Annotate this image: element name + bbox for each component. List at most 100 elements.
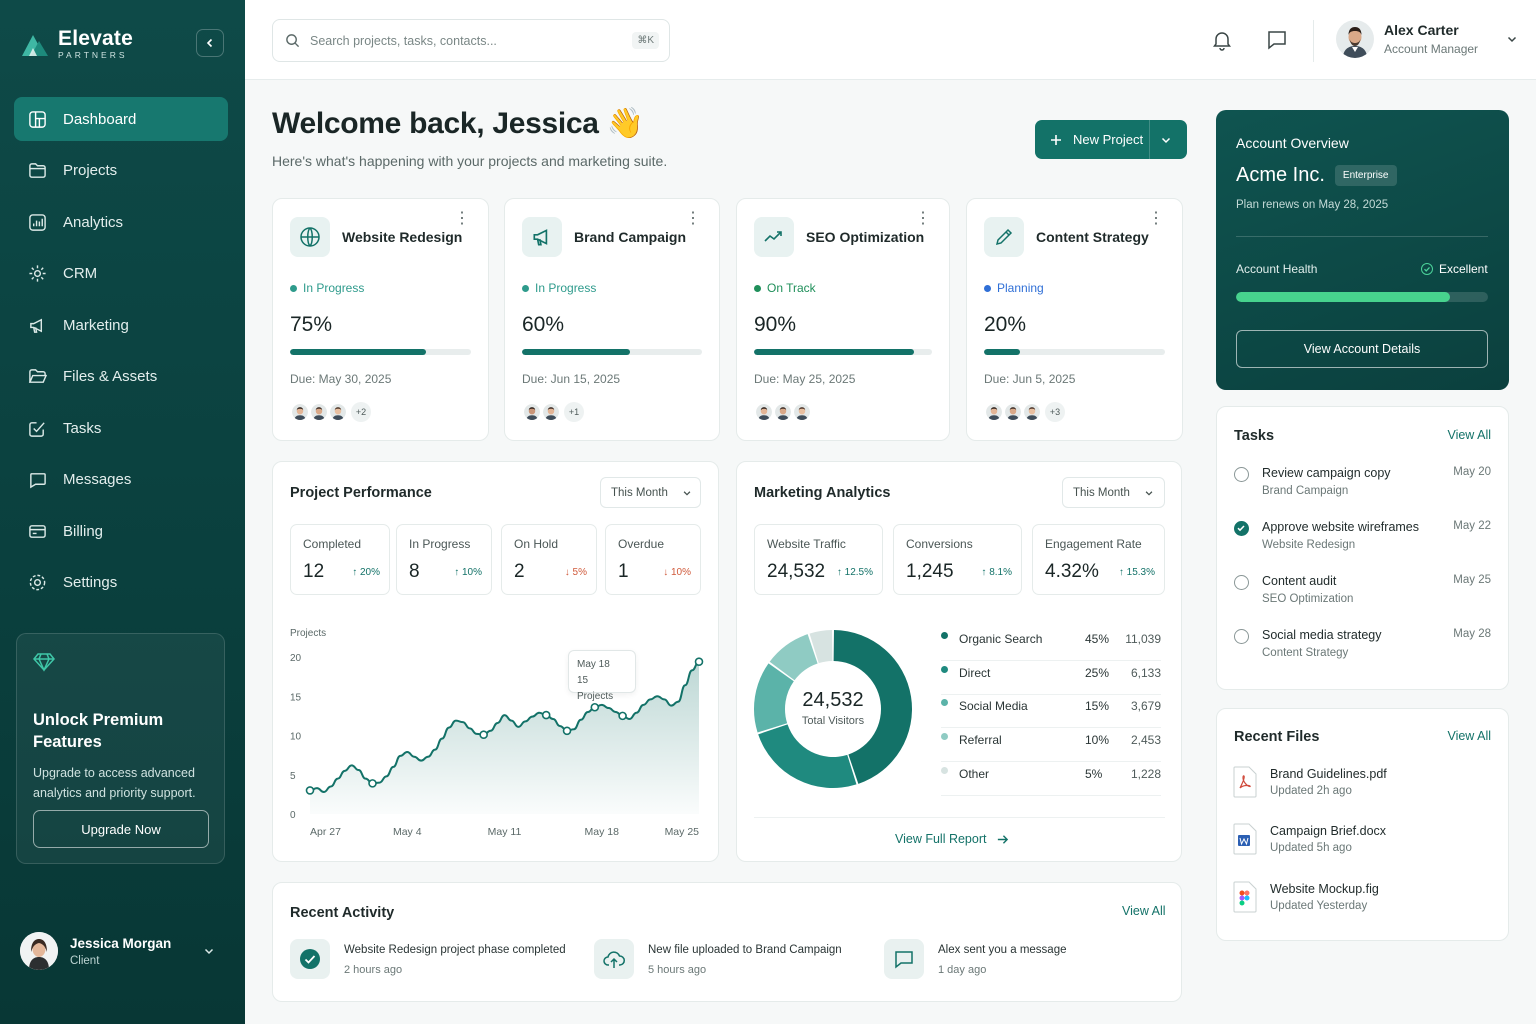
sidebar-item-label: Billing <box>63 522 104 540</box>
arrow-right-icon <box>998 834 1009 844</box>
page-title: Welcome back, Jessica 👋 <box>272 107 644 140</box>
more-options-icon[interactable]: ⋮ <box>685 210 701 227</box>
stat-delta: ↑ 20% <box>352 567 380 578</box>
cloud-upload-icon <box>594 939 634 979</box>
link-label: View Full Report <box>895 832 987 846</box>
donut-slice[interactable] <box>769 634 818 681</box>
file-name: Campaign Brief.docx <box>1270 824 1387 838</box>
stat-value: 12 <box>303 561 325 582</box>
pencil-icon <box>984 217 1024 257</box>
task-item[interactable]: Content audit SEO Optimization May 25 <box>1233 572 1491 622</box>
chart-data-point[interactable] <box>562 726 572 736</box>
chart-data-point[interactable] <box>694 657 704 667</box>
brand-logo[interactable]: Elevate PARTNERS <box>20 28 133 60</box>
task-checked-icon[interactable] <box>1234 521 1249 536</box>
search-input[interactable]: Search projects, tasks, contacts... ⌘K <box>272 19 670 62</box>
sidebar-item-settings[interactable]: Settings <box>14 561 228 605</box>
file-item[interactable]: Website Mockup.fig Updated Yesterday <box>1233 881 1483 927</box>
sidebar-item-marketing[interactable]: Marketing <box>14 303 228 347</box>
sidebar-item-label: Settings <box>63 574 118 591</box>
health-label: Account Health <box>1236 262 1318 276</box>
donut-slice[interactable] <box>758 724 857 788</box>
status-dot <box>290 284 297 292</box>
task-checkbox[interactable] <box>1234 629 1249 644</box>
project-card-content-strategy[interactable]: Content Strategy ⋮ Planning 20% Due: Jun… <box>966 198 1183 441</box>
sidebar-item-label: CRM <box>63 265 98 282</box>
sidebar-item-dashboard[interactable]: Dashboard <box>14 97 228 141</box>
task-checkbox[interactable] <box>1234 575 1249 590</box>
sidebar-item-messages[interactable]: Messages <box>14 458 228 502</box>
file-updated: Updated Yesterday <box>1270 900 1368 912</box>
activity-item[interactable]: Website Redesign project phase completed… <box>290 939 580 983</box>
project-card-website-redesign[interactable]: Website Redesign ⋮ In Progress 75% Due: … <box>272 198 489 441</box>
activity-item[interactable]: Alex sent you a message 1 day ago <box>884 939 1134 983</box>
sidebar-item-analytics[interactable]: Analytics <box>14 200 228 244</box>
stat-conversions: Conversions 1,245 ↑ 8.1% <box>893 524 1022 595</box>
view-all-files-link[interactable]: View All <box>1447 729 1491 743</box>
avatar <box>754 402 774 422</box>
more-options-icon[interactable]: ⋮ <box>454 210 470 227</box>
sidebar-item-tasks[interactable]: Tasks <box>14 406 228 450</box>
task-item[interactable]: Social media strategy Content Strategy May… <box>1233 626 1491 676</box>
legend-label: Other <box>959 766 990 781</box>
y-tick-label: 5 <box>290 771 296 782</box>
chart-data-point[interactable] <box>541 710 551 720</box>
project-card-seo-optimization[interactable]: SEO Optimization ⋮ On Track 90% Due: May… <box>736 198 950 441</box>
sidebar-item-crm[interactable]: CRM <box>14 252 228 296</box>
sidebar-user-profile[interactable]: Jessica Morgan Client <box>20 932 225 970</box>
figma-file-icon <box>1233 881 1257 913</box>
view-all-tasks-link[interactable]: View All <box>1447 428 1491 442</box>
new-project-button[interactable]: New Project <box>1035 120 1187 159</box>
chevron-down-icon <box>204 948 214 955</box>
progress-bar <box>522 349 702 355</box>
new-project-label: New Project <box>1073 132 1144 147</box>
stat-delta: ↑ 8.1% <box>981 567 1012 578</box>
tooltip-value: 15 Projects <box>577 675 614 702</box>
chart-data-point[interactable] <box>368 779 377 788</box>
task-checkbox[interactable] <box>1234 467 1249 482</box>
account-menu[interactable]: Alex Carter Account Manager <box>1336 20 1518 58</box>
stat-label: On Hold <box>514 537 559 551</box>
x-tick-label: May 25 <box>665 826 700 838</box>
message-icon <box>884 939 924 979</box>
status-dot <box>522 284 529 292</box>
project-card-brand-campaign[interactable]: Brand Campaign ⋮ In Progress 60% Due: Ju… <box>504 198 720 441</box>
sidebar-item-label: Dashboard <box>63 110 137 128</box>
sidebar-item-files-assets[interactable]: Files & Assets <box>14 355 228 399</box>
donut-slice[interactable] <box>754 663 794 733</box>
task-item[interactable]: Review campaign copy Brand Campaign May 20 <box>1233 464 1491 514</box>
task-item[interactable]: Approve website wireframes Website Redesi… <box>1233 518 1491 568</box>
file-item[interactable]: Campaign Brief.docx Updated 5h ago <box>1233 823 1483 869</box>
tasks-panel: Tasks View All <box>1216 406 1509 690</box>
company-name: Acme Inc. <box>1236 164 1325 186</box>
donut-slice[interactable] <box>809 630 833 664</box>
sidebar-item-billing[interactable]: Billing <box>14 509 228 553</box>
file-item[interactable]: Brand Guidelines.pdf Updated 2h ago <box>1233 766 1483 812</box>
activity-item[interactable]: New file uploaded to Brand Campaign 5 ho… <box>594 939 864 983</box>
sidebar-item-projects[interactable]: Projects <box>14 149 228 193</box>
donut-slice[interactable] <box>833 630 912 784</box>
chart-data-point[interactable] <box>305 786 315 795</box>
view-account-details-button[interactable]: View Account Details <box>1236 330 1488 368</box>
view-full-report-link[interactable]: View Full Report <box>895 832 1009 846</box>
period-select[interactable]: This Month <box>1062 477 1165 508</box>
due-date: Due: Jun 5, 2025 <box>984 372 1076 386</box>
chart-data-point[interactable] <box>479 730 488 740</box>
donut-center: 24,532 Total Visitors <box>783 689 883 727</box>
more-options-icon[interactable]: ⋮ <box>1148 210 1164 227</box>
collapse-sidebar-button[interactable] <box>196 29 224 57</box>
stat-completed: Completed 12 ↑ 20% <box>290 524 390 595</box>
bell-icon[interactable] <box>1210 28 1234 52</box>
chart-data-point[interactable] <box>618 711 627 721</box>
upgrade-now-button[interactable]: Upgrade Now <box>33 810 209 848</box>
stat-delta: ↑ 15.3% <box>1118 567 1155 578</box>
view-all-activity-link[interactable]: View All <box>1122 904 1166 918</box>
plan-renewal-text: Plan renews on May 28, 2025 <box>1236 199 1389 211</box>
x-tick-label: May 18 <box>585 826 620 838</box>
chevron-down-icon[interactable] <box>1160 134 1172 146</box>
donut-total: 24,532 <box>802 689 864 711</box>
chat-icon[interactable] <box>1265 28 1289 52</box>
more-options-icon[interactable]: ⋮ <box>915 210 931 227</box>
chart-data-point[interactable] <box>590 702 600 712</box>
period-select[interactable]: This Month <box>600 477 701 508</box>
